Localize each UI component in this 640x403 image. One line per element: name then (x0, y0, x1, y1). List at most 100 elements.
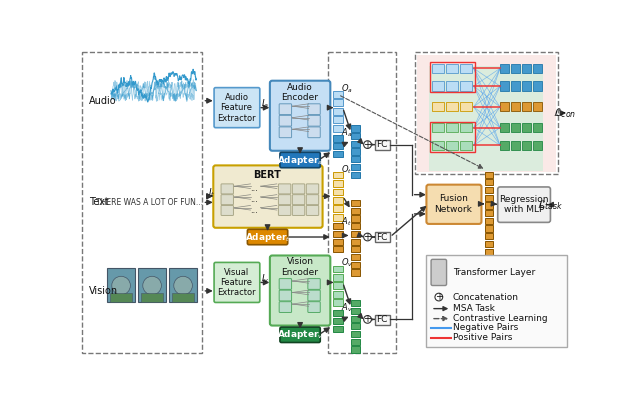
Bar (432, 64, 444, 73)
FancyBboxPatch shape (278, 206, 291, 216)
Bar (333, 239, 343, 245)
Bar (351, 246, 360, 252)
Bar (484, 202, 493, 208)
Bar (415, 52, 558, 174)
Bar (430, 122, 476, 152)
Bar (484, 172, 493, 178)
Bar (333, 318, 343, 324)
Bar (351, 223, 360, 229)
Text: Adapter$_a$: Adapter$_a$ (277, 154, 323, 166)
Text: BERT: BERT (253, 170, 282, 181)
Bar (351, 133, 360, 139)
Bar (328, 52, 396, 353)
Bar (351, 208, 360, 214)
Bar (511, 64, 520, 73)
Bar (500, 123, 509, 132)
Bar (351, 239, 360, 245)
Bar (333, 246, 343, 252)
Text: $O_v$: $O_v$ (341, 257, 353, 270)
Bar (333, 283, 343, 289)
Bar (484, 241, 493, 247)
Bar (351, 231, 360, 237)
Bar (430, 62, 476, 92)
Circle shape (364, 141, 371, 148)
Bar (374, 233, 390, 242)
Bar (522, 123, 531, 132)
Bar (333, 151, 343, 157)
Bar (446, 102, 458, 112)
Text: $\mathcal{L}_{task}$: $\mathcal{L}_{task}$ (537, 198, 564, 212)
FancyBboxPatch shape (308, 302, 320, 312)
FancyBboxPatch shape (221, 184, 234, 194)
Bar (532, 64, 542, 73)
Bar (532, 123, 542, 132)
Text: Contrastive Learning: Contrastive Learning (452, 314, 547, 323)
Bar (333, 91, 343, 98)
Bar (333, 310, 343, 316)
FancyBboxPatch shape (308, 278, 320, 289)
Bar (333, 299, 343, 306)
FancyBboxPatch shape (308, 115, 320, 126)
FancyBboxPatch shape (221, 195, 234, 205)
Text: ...: ... (250, 195, 259, 204)
Bar (374, 315, 390, 325)
Text: +: + (364, 139, 372, 150)
Bar (333, 99, 343, 106)
Text: $\mathcal{L}_{con}$: $\mathcal{L}_{con}$ (553, 106, 576, 120)
Bar (522, 102, 531, 112)
FancyBboxPatch shape (308, 290, 320, 301)
FancyBboxPatch shape (279, 104, 292, 114)
Text: Regression
with MLP: Regression with MLP (499, 195, 549, 214)
Bar (351, 323, 360, 329)
Text: Positive Pairs: Positive Pairs (452, 333, 512, 343)
Bar (446, 123, 458, 132)
Text: $I_a$: $I_a$ (261, 98, 269, 110)
Text: FC: FC (376, 315, 388, 324)
Bar (351, 262, 360, 268)
Bar (511, 141, 520, 150)
Bar (333, 231, 343, 237)
FancyBboxPatch shape (270, 256, 330, 326)
Bar (432, 141, 444, 150)
Bar (351, 316, 360, 322)
Text: ...: ... (250, 206, 259, 214)
Bar (351, 141, 360, 147)
Bar (333, 189, 343, 195)
Bar (460, 64, 472, 73)
Text: $I_t$: $I_t$ (208, 186, 216, 199)
FancyBboxPatch shape (292, 206, 305, 216)
Bar (333, 326, 343, 332)
Bar (333, 143, 343, 149)
Bar (484, 233, 493, 239)
Text: Audio
Feature
Extractor: Audio Feature Extractor (217, 93, 256, 123)
FancyBboxPatch shape (279, 290, 292, 301)
Circle shape (112, 276, 131, 295)
Bar (522, 64, 531, 73)
Bar (532, 81, 542, 91)
Bar (333, 266, 343, 272)
Text: $A_t$: $A_t$ (341, 215, 352, 228)
Bar (460, 123, 472, 132)
Text: MSA Task: MSA Task (452, 304, 495, 313)
Bar (511, 123, 520, 132)
Bar (333, 206, 343, 212)
Bar (511, 81, 520, 91)
Bar (374, 140, 390, 150)
Bar (138, 268, 166, 303)
Bar (484, 256, 493, 262)
Circle shape (174, 276, 193, 295)
FancyBboxPatch shape (279, 127, 292, 138)
FancyBboxPatch shape (279, 278, 292, 289)
Bar (351, 346, 360, 353)
Text: ...: ... (250, 184, 259, 193)
Bar (333, 125, 343, 131)
Text: $O_a$: $O_a$ (341, 82, 353, 95)
Bar (429, 66, 543, 171)
FancyBboxPatch shape (270, 81, 330, 151)
Bar (500, 141, 509, 150)
Text: Audio
Encoder: Audio Encoder (282, 83, 319, 102)
Bar (484, 179, 493, 185)
Bar (333, 108, 343, 114)
Text: Concatenation: Concatenation (452, 293, 519, 301)
Bar (532, 102, 542, 112)
